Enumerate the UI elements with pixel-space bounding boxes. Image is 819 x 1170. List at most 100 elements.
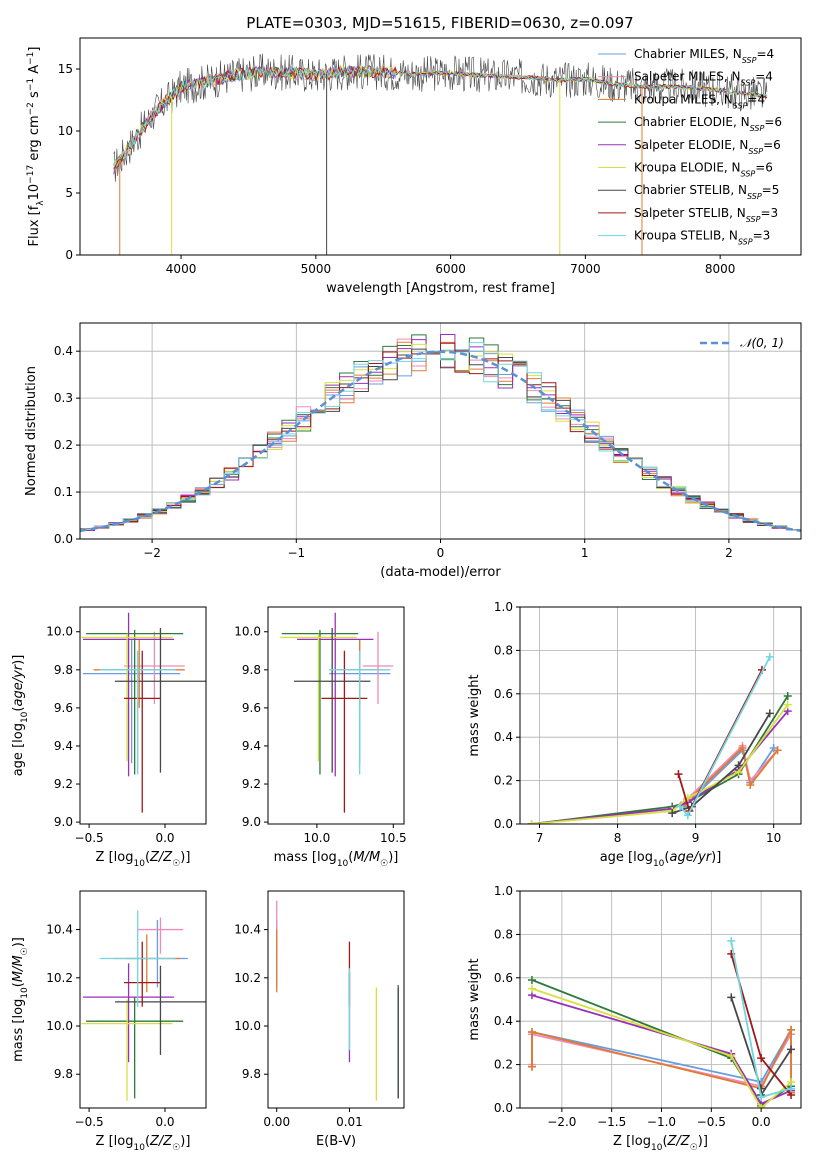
legend-n: , N bbox=[716, 92, 733, 106]
legend-nssp: 5 bbox=[772, 183, 780, 197]
y-tick-label: 10.0 bbox=[234, 1019, 261, 1033]
x-axis-label: age [log10(age/yr)] bbox=[600, 850, 722, 869]
series-salpeter-elodie bbox=[527, 707, 792, 824]
y-tick-label: 9.2 bbox=[54, 777, 73, 791]
x-tick-label: −0.5 bbox=[75, 1115, 104, 1129]
errorbar-chabrier-elodie bbox=[86, 997, 184, 1099]
x-tick-label: −1.5 bbox=[597, 1115, 626, 1129]
y-axis-label: age [log10(age/yr)] bbox=[11, 655, 30, 777]
x-tick-label: 8000 bbox=[705, 262, 736, 276]
legend-name: Chabrier ELODIE bbox=[634, 115, 733, 129]
panel-age-vs-Z: −0.5 0.0 9.0 9.2 9.4 9.6 9.8 10.0 Z [log10(Z/Z☉)… bbox=[11, 606, 207, 869]
x-tick-label: 0.00 bbox=[263, 1115, 290, 1129]
data-point bbox=[757, 1104, 766, 1108]
data-point bbox=[787, 1084, 796, 1093]
x-axis-label: Z [log10(Z/Z☉)] bbox=[613, 1134, 708, 1153]
errorbar-chabrier-elodie bbox=[86, 629, 184, 775]
legend-name: Chabrier MILES bbox=[634, 47, 725, 61]
y-tick-label: 9.8 bbox=[242, 663, 261, 677]
series-kroupa-stelib bbox=[676, 652, 774, 820]
y-tick-label: 10.4 bbox=[46, 923, 73, 937]
plot-area bbox=[276, 900, 399, 1101]
y-tick-label: 15 bbox=[58, 62, 73, 76]
y-axis-label: Normed distribution bbox=[24, 366, 39, 496]
legend-label: Chabrier STELIB, NSSP=5 bbox=[634, 183, 779, 201]
legend-n: , N bbox=[724, 161, 741, 175]
x-axis-label: wavelength [Angstrom, rest frame] bbox=[326, 281, 555, 296]
y-tick-label: 0.8 bbox=[494, 927, 513, 941]
data-point bbox=[757, 1054, 766, 1063]
histogram-salpeter-stelib bbox=[80, 342, 801, 531]
plot-area bbox=[80, 333, 801, 533]
data-point bbox=[787, 1045, 796, 1054]
normal-curve bbox=[80, 350, 801, 533]
x-tick-label: 10.5 bbox=[380, 831, 407, 845]
axes-frame bbox=[79, 890, 207, 1109]
data-point bbox=[668, 809, 677, 818]
legend-ssp: SSP bbox=[747, 192, 762, 201]
errorbar-salpeter-elodie bbox=[297, 612, 374, 777]
x-axis-label: (data-model)/error bbox=[380, 565, 501, 580]
legend-name: Salpeter MILES bbox=[634, 70, 724, 84]
y-tick-label: 10 bbox=[58, 124, 73, 138]
x-axis-label: E(B-V) bbox=[316, 1134, 356, 1149]
y-axis-label: mass weight bbox=[467, 958, 482, 1040]
legend-n: , N bbox=[730, 183, 747, 197]
data-point bbox=[734, 761, 743, 770]
x-tick-label: −1.0 bbox=[647, 1115, 676, 1129]
legend-n: , N bbox=[732, 138, 749, 152]
x-tick-label: 4000 bbox=[166, 262, 197, 276]
y-tick-label: 9.8 bbox=[242, 1067, 261, 1081]
errorbar-salpeter-elodie bbox=[83, 612, 175, 777]
x-tick-label: −0.5 bbox=[75, 831, 104, 845]
plot-area bbox=[280, 612, 394, 813]
y-tick-label: 9.2 bbox=[242, 777, 261, 791]
y-tick-label: 10.4 bbox=[234, 923, 261, 937]
series-line bbox=[531, 710, 789, 824]
legend-label: Kroupa MILES, NSSP=4 bbox=[634, 92, 765, 110]
errorbar-salpeter-miles bbox=[137, 917, 184, 954]
y-axis-label: Flux [fλ10−17 erg cm−2 s−1 A−1] bbox=[26, 47, 46, 247]
panel-mass-vs-Z: −0.5 0.0 9.8 10.0 10.2 10.4 Z [log10(Z/Z☉)] mas… bbox=[11, 890, 207, 1153]
legend-ssp: SSP bbox=[741, 169, 756, 178]
errorbar-kroupa-miles bbox=[113, 934, 181, 993]
x-axis-label: mass [log10(M/M☉)] bbox=[274, 850, 399, 869]
data-point bbox=[674, 770, 683, 779]
plot-area bbox=[81, 612, 206, 813]
errorbar-salpeter-stelib bbox=[321, 650, 368, 813]
series-line bbox=[531, 987, 792, 1108]
y-tick-label: 0.1 bbox=[54, 485, 73, 499]
y-tick-label: 0.8 bbox=[494, 643, 513, 657]
y-tick-label: 0.4 bbox=[54, 344, 73, 358]
errorbar-kroupa-elodie bbox=[280, 633, 357, 762]
y-tick-label: 0 bbox=[65, 248, 73, 262]
y-tick-label: 9.4 bbox=[242, 739, 261, 753]
panel-spectrum: 4000 5000 6000 7000 8000 0 5 10 15 wavelength [An… bbox=[26, 37, 802, 296]
legend-n: , N bbox=[729, 206, 746, 220]
x-tick-label: 9 bbox=[692, 831, 700, 845]
errorbar-chabrier-miles bbox=[83, 639, 181, 764]
x-tick-label: −2 bbox=[143, 546, 161, 560]
legend-name: Kroupa STELIB bbox=[634, 229, 721, 243]
legend-ssp: SSP bbox=[738, 237, 753, 246]
y-tick-label: 0.4 bbox=[494, 730, 513, 744]
legend-nssp: 3 bbox=[763, 229, 771, 243]
data-point bbox=[746, 780, 755, 789]
data-point bbox=[727, 936, 736, 945]
legend-nssp-eq: = bbox=[760, 206, 770, 220]
x-axis-label: Z [log10(Z/Z☉)] bbox=[96, 850, 191, 869]
y-tick-label: 0.0 bbox=[494, 817, 513, 831]
data-point bbox=[783, 691, 792, 700]
legend-nssp-eq: = bbox=[747, 92, 757, 106]
y-axis-label: mass weight bbox=[467, 674, 482, 756]
y-tick-label: 10.2 bbox=[46, 971, 73, 985]
y-tick-label: 10.0 bbox=[46, 625, 73, 639]
plot-area bbox=[81, 910, 206, 1101]
series-line bbox=[677, 669, 763, 814]
data-point bbox=[727, 1051, 736, 1060]
panel-residuals: −2 −1 0 1 2 0.0 0.1 0.2 0.3 0.4 𝒩(0, 1) (data-model… bbox=[24, 322, 802, 580]
data-point bbox=[683, 811, 692, 820]
errorbar-chabrier-stelib bbox=[114, 627, 206, 773]
panel-age-vs-mass: 10.0 10.5 9.0 9.2 9.4 9.6 9.8 10.0 mass [log10(M… bbox=[234, 606, 407, 869]
